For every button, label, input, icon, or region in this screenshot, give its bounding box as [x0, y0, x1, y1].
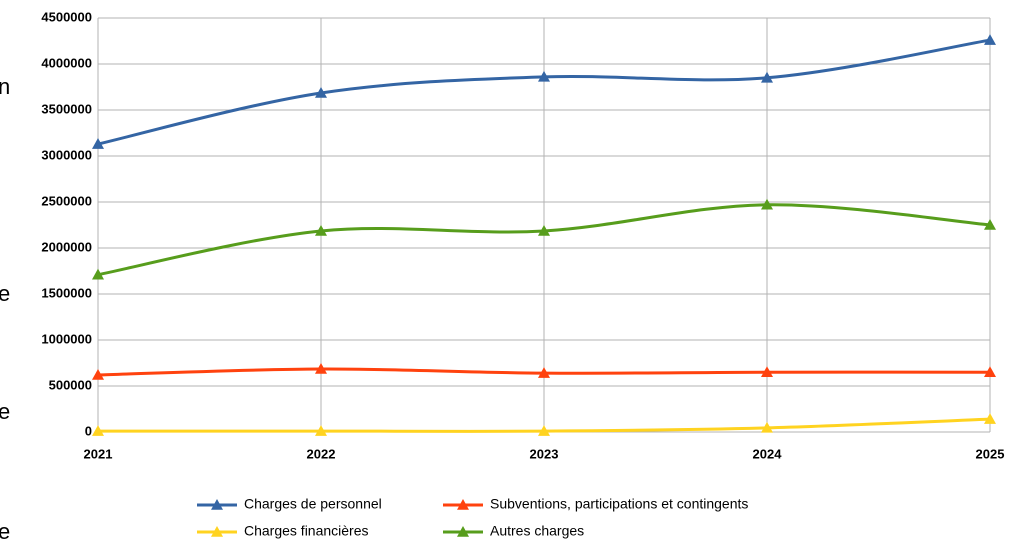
- y-tick-label: 3000000: [41, 147, 92, 162]
- point-marker: [315, 224, 327, 236]
- x-tick-label: 2023: [530, 446, 559, 461]
- legend-marker: [457, 499, 469, 510]
- y-tick-label: 0: [85, 423, 92, 438]
- point-marker: [984, 366, 996, 377]
- point-marker: [92, 425, 104, 436]
- x-tick-label: 2025: [976, 446, 1005, 461]
- background-fragment: e: [0, 281, 10, 306]
- point-marker: [538, 425, 550, 436]
- y-tick-label: 3500000: [41, 101, 92, 116]
- legend-marker: [457, 526, 469, 537]
- point-marker: [984, 413, 996, 424]
- point-marker: [761, 71, 773, 83]
- y-tick-label: 500000: [49, 377, 92, 392]
- point-marker: [92, 368, 104, 380]
- legend-label: Subventions, participations et contingen…: [490, 496, 748, 512]
- point-marker: [761, 366, 773, 377]
- point-marker: [761, 421, 773, 433]
- legend-label: Charges financières: [244, 523, 369, 539]
- x-tick-label: 2024: [753, 446, 783, 461]
- x-tick-label: 2022: [307, 446, 336, 461]
- background-fragment: n: [0, 74, 10, 99]
- legend-marker: [211, 499, 223, 510]
- point-marker: [315, 86, 327, 98]
- legend-label: Charges de personnel: [244, 496, 382, 512]
- x-tick-label: 2021: [84, 446, 113, 461]
- point-marker: [315, 362, 327, 374]
- point-marker: [538, 70, 550, 82]
- point-marker: [92, 268, 104, 280]
- legend-marker: [211, 526, 223, 537]
- y-tick-label: 4000000: [41, 55, 92, 70]
- y-tick-label: 4500000: [41, 9, 92, 24]
- point-marker: [538, 367, 550, 378]
- point-marker: [538, 224, 550, 236]
- point-marker: [315, 425, 327, 436]
- y-tick-label: 1500000: [41, 285, 92, 300]
- y-tick-label: 1000000: [41, 331, 92, 346]
- y-tick-label: 2000000: [41, 239, 92, 254]
- y-tick-label: 2500000: [41, 193, 92, 208]
- point-marker: [984, 34, 996, 45]
- point-marker: [984, 219, 996, 230]
- point-marker: [92, 138, 104, 149]
- legend-label: Autres charges: [490, 523, 584, 539]
- background-fragment: e: [0, 399, 10, 424]
- background-fragment: e: [0, 519, 10, 544]
- point-marker: [761, 198, 773, 210]
